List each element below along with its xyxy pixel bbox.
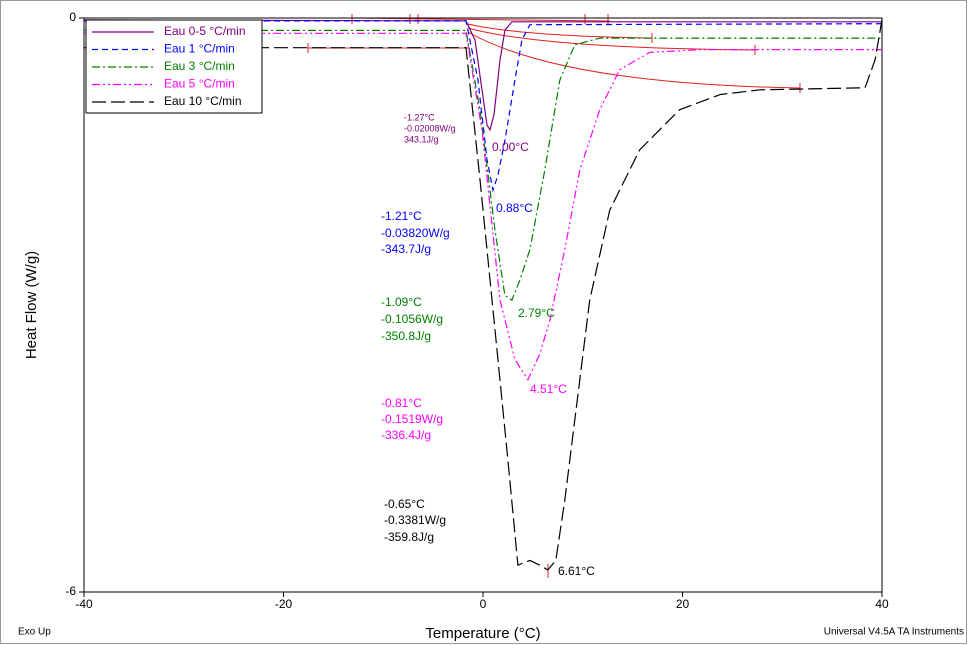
annotation: 6.61°C: [558, 564, 595, 578]
y-tick-label: 0: [69, 10, 76, 24]
annotation: -0.03820W/g: [381, 226, 450, 240]
annotation: -1.09°C: [381, 295, 422, 309]
legend-label: Eau 1 °C/min: [164, 42, 235, 56]
y-tick-label: -6: [65, 584, 76, 598]
x-tick-label: -20: [275, 597, 293, 611]
footer-right: Universal V4.5A TA Instruments: [824, 627, 964, 638]
annotation: -359.8J/g: [384, 530, 434, 544]
x-tick-label: -40: [75, 597, 93, 611]
annotation: 0.00°C: [492, 140, 529, 154]
baseline: [467, 23, 653, 39]
annotation: 343.1J/g: [404, 134, 439, 144]
data-line: [83, 19, 882, 132]
data-line: [84, 19, 883, 571]
x-axis-label: Temperature (°C): [425, 625, 540, 642]
annotation: 4.51°C: [530, 382, 567, 396]
baseline: [467, 27, 756, 51]
annotation: -0.81°C: [381, 396, 422, 410]
annotation: -336.4J/g: [381, 428, 431, 442]
annotation: -0.02008W/g: [404, 123, 456, 133]
legend-label: Eau 3 °C/min: [164, 59, 235, 73]
x-tick-label: 40: [875, 597, 889, 611]
legend-label: Eau 5 °C/min: [164, 77, 235, 91]
annotation: -1.21°C: [381, 209, 422, 223]
data-line: [84, 20, 883, 193]
annotation: -350.8J/g: [381, 329, 431, 343]
baseline: [467, 31, 801, 89]
y-axis-label: Heat Flow (W/g): [23, 251, 40, 359]
annotation: 2.79°C: [518, 306, 555, 320]
legend-label: Eau 10 °C/min: [164, 94, 242, 108]
annotation: -0.1519W/g: [381, 412, 443, 426]
annotation: -343.7J/g: [381, 242, 431, 256]
footer-left: Exo Up: [18, 627, 51, 638]
annotation: 0.88°C: [496, 201, 533, 215]
annotation: -1.27°C: [404, 112, 435, 122]
x-tick-label: 20: [676, 597, 690, 611]
annotation: -0.1056W/g: [381, 312, 443, 326]
data-line: [84, 32, 882, 381]
annotation: -0.3381W/g: [384, 513, 446, 527]
annotation: -0.65°C: [384, 497, 425, 511]
legend-label: Eau 0-5 °C/min: [164, 24, 246, 38]
x-tick-label: 0: [480, 597, 487, 611]
